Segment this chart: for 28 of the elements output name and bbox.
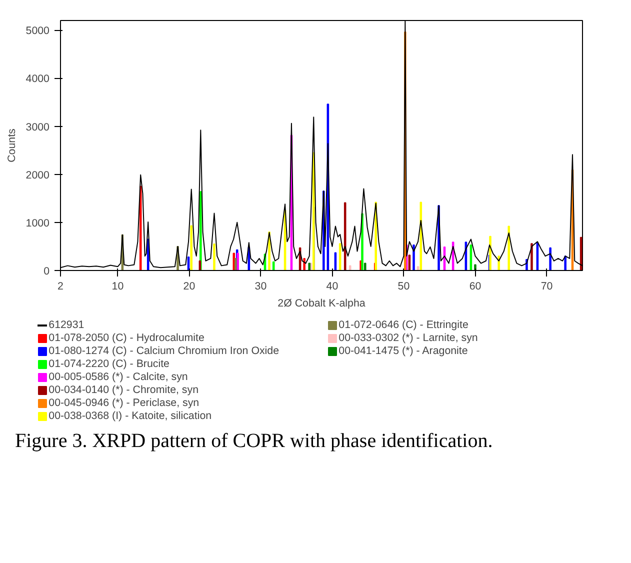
- legend-label: 612931: [48, 318, 84, 331]
- x-tick-label: 70: [540, 280, 553, 292]
- x-tick-label: 40: [326, 280, 338, 292]
- y-tick-label: 3000: [26, 121, 50, 134]
- x-tick-label: 30: [254, 280, 267, 292]
- x-tick-label: 50: [398, 280, 410, 292]
- x-tick-label: 10: [112, 280, 124, 292]
- x-tick-label: 20: [183, 280, 196, 292]
- y-axis-title: Counts: [6, 128, 18, 162]
- legend-label: 01-078-2050 (C) - Hydrocalumite: [48, 331, 204, 344]
- legend-label: 00-034-0140 (*) - Chromite, syn: [48, 383, 198, 396]
- legend-label: 00-041-1475 (*) - Aragonite: [338, 344, 468, 357]
- y-tick-label: 0: [44, 266, 50, 278]
- legend-label: 00-038-0368 (I) - Katoite, silication: [48, 409, 212, 422]
- y-tick-label: 4000: [26, 73, 50, 86]
- legend-label: 01-072-0646 (C) - Ettringite: [338, 318, 468, 331]
- legend-label: 00-045-0946 (*) - Periclase, syn: [48, 396, 200, 409]
- caption: Figure 3. XRPD pattern of COPR with phase identification.: [15, 429, 493, 454]
- x-axis-title: 2Ø Cobalt K-alpha: [278, 298, 366, 310]
- legend-label: 01-080-1274 (C) - Calcium Chromium Iron Oxide: [48, 344, 280, 357]
- y-tick-label: 5000: [26, 25, 50, 38]
- y-tick-label: 2000: [26, 169, 50, 182]
- legend-label: 01-074-2220 (C) - Brucite: [48, 357, 170, 370]
- legend-label: 00-033-0302 (*) - Larnite, syn: [338, 331, 478, 344]
- legend-label: 00-005-0586 (*) - Calcite, syn: [48, 370, 188, 383]
- x-tick-label: 60: [469, 280, 482, 292]
- y-tick-label: 1000: [26, 217, 50, 230]
- x-tick-label: 2: [58, 280, 64, 292]
